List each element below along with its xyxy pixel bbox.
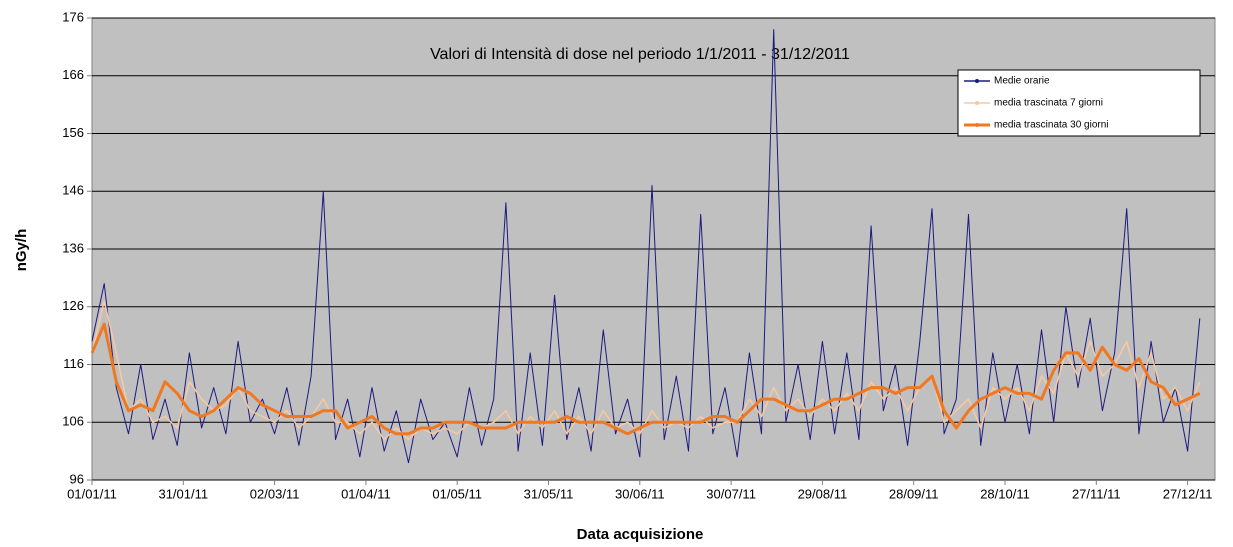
- y-tick-label: 166: [62, 67, 84, 82]
- x-tick-label: 30/07/11: [706, 486, 756, 501]
- x-tick-label: 27/12/11: [1163, 486, 1213, 501]
- x-axis-label: Data acquisizione: [577, 526, 704, 543]
- chart-title: Valori di Intensità di dose nel periodo …: [430, 46, 850, 63]
- legend-label: Medie orarie: [994, 76, 1050, 87]
- x-tick-label: 30/06/11: [615, 486, 665, 501]
- series-line: [91, 300, 1201, 441]
- x-tick-label: 31/01/11: [158, 486, 208, 501]
- y-tick-label: 126: [62, 298, 84, 313]
- y-tick-label: 96: [70, 471, 84, 486]
- legend-marker: [975, 79, 979, 83]
- x-tick-label: 01/04/11: [341, 486, 391, 501]
- y-tick-label: 106: [62, 414, 84, 429]
- legend-marker: [975, 101, 979, 105]
- legend-box: [957, 69, 1201, 137]
- x-tick-label: 29/08/11: [798, 486, 848, 501]
- x-tick-label: 31/05/11: [524, 486, 574, 501]
- x-tick-label: 27/11/11: [1072, 486, 1121, 501]
- x-tick-label: 28/09/11: [889, 486, 939, 501]
- y-tick-label: 116: [63, 356, 84, 371]
- y-tick-label: 156: [62, 125, 84, 140]
- legend-label: media trascinata 7 giorni: [994, 98, 1103, 109]
- y-tick-label: 136: [62, 240, 84, 255]
- y-tick-label: 176: [62, 9, 84, 24]
- x-tick-label: 02/03/11: [250, 486, 300, 501]
- series-line: [90, 322, 1201, 436]
- x-tick-label: 01/01/11: [67, 486, 117, 501]
- legend-marker: [975, 123, 979, 127]
- series-line: [91, 29, 1201, 464]
- legend-label: media trascinata 30 giorni: [994, 120, 1109, 131]
- x-tick-label: 28/10/11: [980, 486, 1030, 501]
- y-axis-label: nGy/h: [13, 229, 30, 272]
- y-tick-label: 146: [62, 183, 84, 198]
- x-tick-label: 01/05/11: [432, 486, 482, 501]
